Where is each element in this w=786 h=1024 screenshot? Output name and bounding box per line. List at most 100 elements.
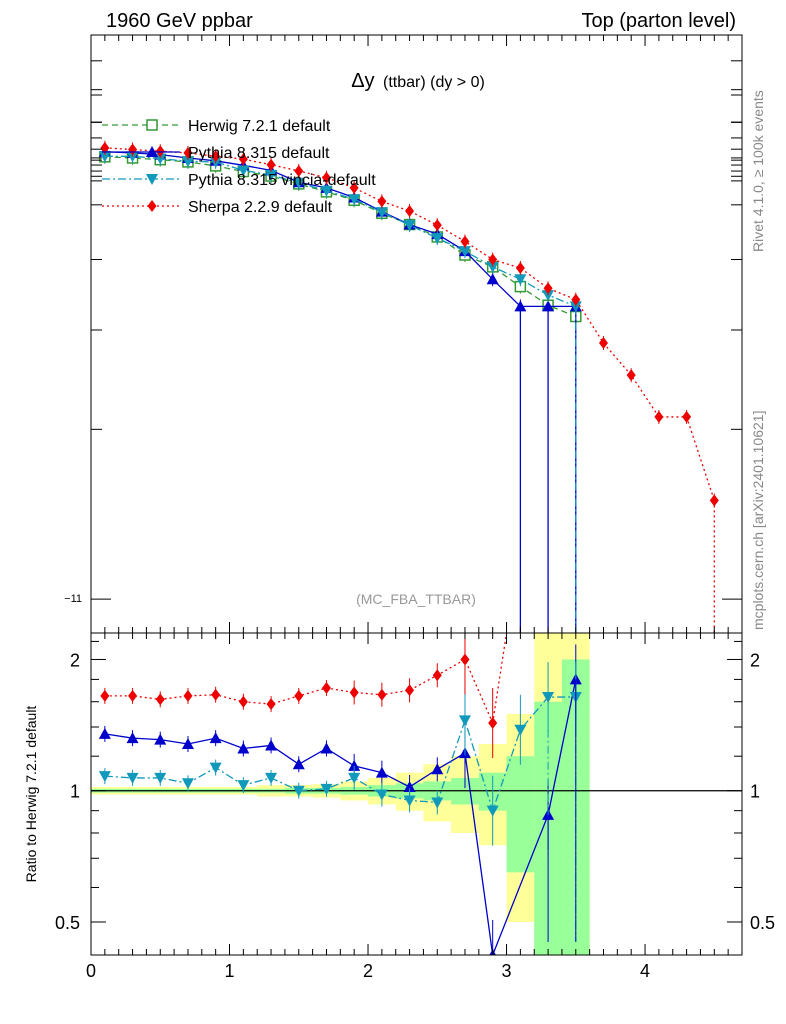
ratio-point: [321, 682, 331, 695]
legend: Herwig 7.2.1 default Pythia 8.315 default…: [102, 118, 376, 216]
legend-marker: [146, 146, 158, 157]
header-left: 1960 GeV ppbar: [106, 10, 253, 32]
ratio-point: [292, 785, 305, 797]
main-point: [486, 273, 499, 285]
ratio-point: [375, 766, 388, 778]
main-point: [514, 274, 527, 286]
ratio-point: [181, 778, 194, 790]
ratio-point: [542, 692, 555, 704]
x-tick-label: 4: [640, 961, 650, 981]
ratio-y-tick-label-right: 0.5: [750, 913, 775, 933]
legend-item: Pythia 8.315 default: [102, 145, 330, 162]
ratio-point: [266, 698, 276, 711]
x-tick-label: 1: [225, 961, 235, 981]
main-point: [181, 156, 194, 168]
ratio-point: [155, 693, 165, 706]
ratio-y-tick-label: 1: [70, 782, 80, 802]
ratio-point: [292, 758, 305, 770]
legend-marker: [146, 174, 158, 185]
ratio-point: [237, 780, 250, 792]
main-point: [405, 205, 415, 218]
ratio-point: [377, 688, 387, 701]
legend-item: Pythia 8.315 vincia-default: [102, 172, 376, 189]
main-point: [100, 141, 110, 154]
ratio-point: [375, 789, 388, 801]
ratio-point: [211, 688, 221, 701]
analysis-tag: (MC_FBA_TTBAR): [356, 591, 476, 607]
ratio-point: [265, 739, 278, 751]
main-point: [266, 158, 276, 171]
ratio-point: [154, 772, 167, 784]
ratio-point: [128, 689, 138, 702]
main-point: [458, 246, 471, 258]
main-series-line: [104, 155, 577, 307]
x-tick-label: 3: [502, 961, 512, 981]
ratio-point: [320, 783, 333, 795]
main-y-tick-label: −11: [64, 593, 82, 605]
ratio-panel: 0 1 2 3 4 0.5 0.5 1 1 2 2 Ratio to Herwig 7.2.1 de…: [23, 632, 775, 981]
main-point: [431, 233, 444, 245]
main-point: [432, 219, 442, 232]
ratio-y-tick-label: 2: [70, 650, 80, 670]
main-title-sub: (ttbar) (dy > 0): [383, 74, 485, 91]
ratio-frame: [90, 632, 743, 956]
header-right: Top (parton level): [581, 10, 736, 32]
main-point: [598, 337, 608, 350]
ratio-series-1: [98, 662, 582, 846]
main-point: [543, 282, 553, 295]
main-point: [211, 150, 221, 163]
ratio-point: [98, 727, 111, 739]
main-point: [183, 146, 193, 159]
ratio-y-axis-label: Ratio to Herwig 7.2.1 default: [23, 706, 39, 883]
main-point: [514, 300, 527, 312]
main-point: [349, 181, 359, 194]
ratio-point: [209, 732, 222, 744]
main-point: [377, 195, 387, 208]
ratio-y-tick-label-right: 1: [750, 782, 760, 802]
main-series-3: [100, 140, 719, 508]
legend-item: Sherpa 2.2.9 default: [102, 199, 333, 216]
main-title: Δy (ttbar) (dy > 0): [351, 70, 485, 92]
ratio-point: [320, 742, 333, 754]
x-tick-label: 2: [363, 961, 373, 981]
ratio-point: [403, 795, 416, 807]
ratio-point: [458, 715, 471, 727]
main-point: [460, 235, 470, 248]
mcplots-label: mcplots.cern.ch [arXiv:2401.10621]: [750, 411, 766, 630]
main-point: [682, 410, 692, 423]
main-point: [542, 300, 555, 312]
ratio-series-line: [104, 696, 576, 813]
ratio-point: [265, 772, 278, 784]
ratio-point: [348, 759, 361, 771]
ratio-point: [209, 762, 222, 774]
main-point: [294, 164, 304, 177]
legend-label: Pythia 8.315 default: [188, 145, 330, 162]
main-point: [237, 165, 250, 177]
ratio-point: [181, 737, 194, 749]
rivet-label: Rivet 4.1.0, ≥ 100k events: [750, 90, 766, 252]
legend-label: Pythia 8.315 vincia-default: [188, 172, 376, 189]
main-point: [265, 169, 278, 181]
main-point: [98, 151, 111, 163]
legend-marker: [146, 119, 158, 131]
ratio-point: [183, 689, 193, 702]
main-series-line: [104, 147, 715, 501]
main-point: [654, 410, 664, 423]
x-tick-label: 0: [86, 961, 96, 981]
main-point: [292, 177, 305, 189]
ratio-point: [403, 780, 416, 792]
legend-marker: [147, 200, 157, 212]
ratio-point: [348, 772, 361, 784]
main-panel: Δy (ttbar) (dy > 0) (MC_FBA_TTBAR) −11 H…: [64, 34, 743, 634]
ratio-point: [460, 653, 470, 666]
ratio-point: [98, 771, 111, 783]
main-title-symbol: Δy: [351, 70, 374, 92]
legend-label: Sherpa 2.2.9 default: [188, 199, 333, 216]
main-point: [238, 153, 248, 166]
main-point: [348, 194, 361, 206]
ratio-point: [349, 686, 359, 699]
ratio-point: [126, 772, 139, 784]
ratio-y-tick-label: 0.5: [55, 913, 80, 933]
ratio-point: [237, 742, 250, 754]
